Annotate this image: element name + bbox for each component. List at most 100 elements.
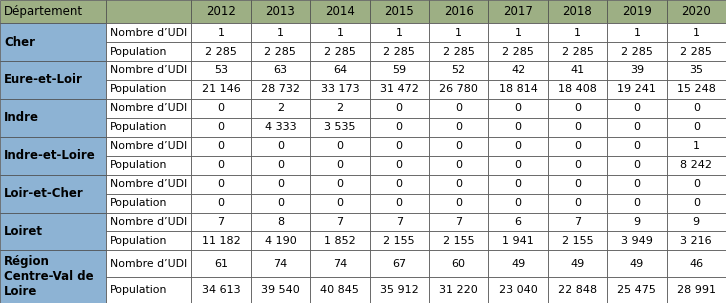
Text: 8 242: 8 242 — [680, 160, 712, 170]
Text: Nombre d’UDI: Nombre d’UDI — [110, 217, 187, 227]
Text: 49: 49 — [511, 258, 525, 268]
Text: 74: 74 — [273, 258, 287, 268]
Bar — [548, 80, 607, 99]
Bar — [310, 137, 370, 156]
Text: 8: 8 — [277, 217, 284, 227]
Text: 0: 0 — [455, 122, 462, 132]
Text: 25 475: 25 475 — [617, 285, 656, 295]
Text: Nombre d’UDI: Nombre d’UDI — [110, 65, 187, 75]
Bar — [666, 23, 726, 42]
Text: Loiret: Loiret — [4, 225, 43, 238]
Bar — [489, 277, 548, 303]
Text: 0: 0 — [633, 179, 640, 189]
Text: 2015: 2015 — [384, 5, 414, 18]
Bar — [607, 61, 666, 80]
Bar — [666, 61, 726, 80]
Text: 0: 0 — [396, 160, 403, 170]
Text: 35 912: 35 912 — [380, 285, 419, 295]
Text: 0: 0 — [633, 103, 640, 113]
Text: 0: 0 — [574, 122, 581, 132]
Bar — [548, 99, 607, 118]
Text: 1: 1 — [693, 141, 700, 151]
Text: 2 155: 2 155 — [383, 236, 415, 246]
Bar — [192, 61, 250, 80]
Bar — [548, 277, 607, 303]
Text: 0: 0 — [455, 141, 462, 151]
Text: Population: Population — [110, 47, 167, 57]
Bar — [666, 175, 726, 194]
Text: 1: 1 — [574, 28, 581, 38]
Bar — [250, 231, 310, 250]
Text: 21 146: 21 146 — [202, 85, 240, 95]
Text: 67: 67 — [392, 258, 407, 268]
Bar — [250, 175, 310, 194]
Bar — [489, 137, 548, 156]
Text: 1: 1 — [218, 28, 224, 38]
Text: 0: 0 — [277, 160, 284, 170]
Text: 2012: 2012 — [206, 5, 236, 18]
Bar — [106, 137, 192, 156]
Bar — [666, 0, 726, 23]
Text: 1: 1 — [633, 28, 640, 38]
Bar — [370, 99, 429, 118]
Text: 2 285: 2 285 — [680, 47, 712, 57]
Text: 2 285: 2 285 — [561, 47, 593, 57]
Text: 2 285: 2 285 — [383, 47, 415, 57]
Bar — [192, 175, 250, 194]
Bar — [250, 118, 310, 137]
Text: 1: 1 — [277, 28, 284, 38]
Bar — [310, 250, 370, 277]
Bar — [548, 137, 607, 156]
Text: Nombre d’UDI: Nombre d’UDI — [110, 103, 187, 113]
Bar — [607, 23, 666, 42]
Text: 0: 0 — [218, 122, 224, 132]
Bar — [548, 0, 607, 23]
Bar — [607, 42, 666, 61]
Bar — [310, 175, 370, 194]
Bar — [429, 194, 489, 212]
Bar — [250, 23, 310, 42]
Bar — [0, 212, 106, 250]
Text: 0: 0 — [693, 122, 700, 132]
Bar — [250, 61, 310, 80]
Bar — [250, 156, 310, 175]
Text: 2 285: 2 285 — [205, 47, 237, 57]
Text: 60: 60 — [452, 258, 465, 268]
Bar — [548, 250, 607, 277]
Bar — [666, 118, 726, 137]
Bar — [310, 156, 370, 175]
Bar — [192, 80, 250, 99]
Bar — [548, 231, 607, 250]
Bar — [429, 61, 489, 80]
Text: Indre-et-Loire: Indre-et-Loire — [4, 149, 96, 162]
Bar — [548, 156, 607, 175]
Bar — [370, 118, 429, 137]
Text: 74: 74 — [333, 258, 347, 268]
Text: 1: 1 — [693, 28, 700, 38]
Text: 0: 0 — [693, 103, 700, 113]
Bar — [548, 194, 607, 212]
Bar — [106, 212, 192, 231]
Text: 0: 0 — [336, 160, 343, 170]
Text: 9: 9 — [633, 217, 640, 227]
Bar — [607, 250, 666, 277]
Bar — [429, 212, 489, 231]
Text: Cher: Cher — [4, 35, 35, 48]
Text: 39 540: 39 540 — [261, 285, 300, 295]
Text: 22 848: 22 848 — [558, 285, 597, 295]
Bar — [429, 99, 489, 118]
Text: 0: 0 — [218, 179, 224, 189]
Text: 0: 0 — [277, 141, 284, 151]
Bar — [250, 250, 310, 277]
Bar — [370, 80, 429, 99]
Bar — [106, 250, 192, 277]
Text: 2014: 2014 — [325, 5, 355, 18]
Bar — [192, 231, 250, 250]
Text: 0: 0 — [633, 198, 640, 208]
Text: 26 780: 26 780 — [439, 85, 478, 95]
Bar — [250, 0, 310, 23]
Bar — [607, 212, 666, 231]
Text: 1: 1 — [455, 28, 462, 38]
Bar — [666, 277, 726, 303]
Bar — [666, 156, 726, 175]
